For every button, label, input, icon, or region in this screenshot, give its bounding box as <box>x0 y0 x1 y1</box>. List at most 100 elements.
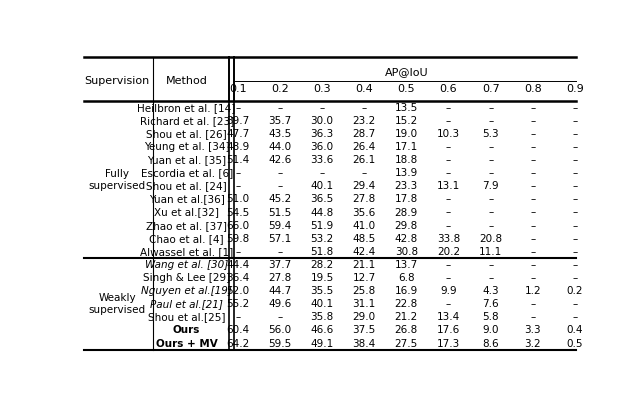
Text: 13.5: 13.5 <box>395 103 418 113</box>
Text: 23.3: 23.3 <box>395 181 418 191</box>
Text: –: – <box>572 155 578 165</box>
Text: 7.6: 7.6 <box>483 299 499 309</box>
Text: Yuan et al. [35]: Yuan et al. [35] <box>147 155 226 165</box>
Text: –: – <box>235 312 241 322</box>
Text: Wang et al. [30]: Wang et al. [30] <box>145 260 228 270</box>
Text: 51.4: 51.4 <box>226 155 250 165</box>
Text: 46.6: 46.6 <box>310 326 333 336</box>
Text: 22.8: 22.8 <box>395 299 418 309</box>
Text: 59.5: 59.5 <box>268 338 291 348</box>
Text: –: – <box>488 273 493 283</box>
Text: 27.8: 27.8 <box>268 273 291 283</box>
Text: 44.4: 44.4 <box>226 260 250 270</box>
Text: –: – <box>446 221 451 231</box>
Text: 3.3: 3.3 <box>525 326 541 336</box>
Text: 5.3: 5.3 <box>483 129 499 139</box>
Text: 9.0: 9.0 <box>483 326 499 336</box>
Text: –: – <box>235 247 241 257</box>
Text: 21.1: 21.1 <box>353 260 376 270</box>
Text: 17.8: 17.8 <box>395 194 418 205</box>
Text: –: – <box>277 247 282 257</box>
Text: –: – <box>319 168 324 178</box>
Text: –: – <box>488 194 493 205</box>
Text: 59.4: 59.4 <box>268 221 291 231</box>
Text: 26.8: 26.8 <box>395 326 418 336</box>
Text: 18.8: 18.8 <box>395 155 418 165</box>
Text: –: – <box>530 168 536 178</box>
Text: 31.1: 31.1 <box>353 299 376 309</box>
Text: Weakly
supervised: Weakly supervised <box>88 294 146 315</box>
Text: Ours: Ours <box>173 326 200 336</box>
Text: Ours + MV: Ours + MV <box>156 338 218 348</box>
Text: 0.7: 0.7 <box>482 84 500 94</box>
Text: 19.0: 19.0 <box>395 129 418 139</box>
Text: Escordia et al. [6]: Escordia et al. [6] <box>141 168 233 178</box>
Text: 48.5: 48.5 <box>353 234 376 244</box>
Text: –: – <box>446 299 451 309</box>
Text: 66.0: 66.0 <box>226 221 250 231</box>
Text: 4.3: 4.3 <box>483 286 499 296</box>
Text: –: – <box>277 103 282 113</box>
Text: 42.4: 42.4 <box>353 247 376 257</box>
Text: –: – <box>572 234 578 244</box>
Text: 3.2: 3.2 <box>525 338 541 348</box>
Text: –: – <box>488 103 493 113</box>
Text: –: – <box>572 208 578 218</box>
Text: –: – <box>530 273 536 283</box>
Text: Shou et al. [26]: Shou et al. [26] <box>147 129 227 139</box>
Text: 0.2: 0.2 <box>567 286 583 296</box>
Text: 26.1: 26.1 <box>353 155 376 165</box>
Text: 41.0: 41.0 <box>353 221 376 231</box>
Text: –: – <box>446 260 451 270</box>
Text: 17.3: 17.3 <box>437 338 460 348</box>
Text: –: – <box>277 181 282 191</box>
Text: 36.4: 36.4 <box>226 273 250 283</box>
Text: –: – <box>362 103 367 113</box>
Text: –: – <box>446 103 451 113</box>
Text: –: – <box>572 168 578 178</box>
Text: 49.6: 49.6 <box>268 299 291 309</box>
Text: 30.0: 30.0 <box>310 116 333 126</box>
Text: –: – <box>446 142 451 152</box>
Text: –: – <box>446 194 451 205</box>
Text: 10.3: 10.3 <box>437 129 460 139</box>
Text: –: – <box>235 168 241 178</box>
Text: 28.9: 28.9 <box>395 208 418 218</box>
Text: Supervision: Supervision <box>84 75 150 85</box>
Text: 48.9: 48.9 <box>226 142 250 152</box>
Text: AP@IoU: AP@IoU <box>385 67 428 77</box>
Text: 27.5: 27.5 <box>395 338 418 348</box>
Text: 19.5: 19.5 <box>310 273 333 283</box>
Text: 40.1: 40.1 <box>310 181 333 191</box>
Text: 9.9: 9.9 <box>440 286 457 296</box>
Text: 29.4: 29.4 <box>353 181 376 191</box>
Text: 0.4: 0.4 <box>567 326 583 336</box>
Text: Shou et al. [24]: Shou et al. [24] <box>147 181 227 191</box>
Text: 13.1: 13.1 <box>437 181 460 191</box>
Text: 25.8: 25.8 <box>353 286 376 296</box>
Text: 37.7: 37.7 <box>268 260 291 270</box>
Text: –: – <box>530 116 536 126</box>
Text: –: – <box>488 142 493 152</box>
Text: 29.0: 29.0 <box>353 312 376 322</box>
Text: 51.0: 51.0 <box>226 194 250 205</box>
Text: –: – <box>530 312 536 322</box>
Text: 42.8: 42.8 <box>395 234 418 244</box>
Text: 55.2: 55.2 <box>226 299 250 309</box>
Text: 1.2: 1.2 <box>525 286 541 296</box>
Text: 13.9: 13.9 <box>395 168 418 178</box>
Text: 17.1: 17.1 <box>395 142 418 152</box>
Text: 0.5: 0.5 <box>567 338 583 348</box>
Text: 44.8: 44.8 <box>310 208 333 218</box>
Text: –: – <box>488 155 493 165</box>
Text: Singh & Lee [29]: Singh & Lee [29] <box>143 273 230 283</box>
Text: Xu et al.[32]: Xu et al.[32] <box>154 208 219 218</box>
Text: 13.7: 13.7 <box>395 260 418 270</box>
Text: –: – <box>572 299 578 309</box>
Text: –: – <box>530 155 536 165</box>
Text: –: – <box>572 129 578 139</box>
Text: 47.7: 47.7 <box>226 129 250 139</box>
Text: 0.8: 0.8 <box>524 84 541 94</box>
Text: 40.1: 40.1 <box>310 299 333 309</box>
Text: 7.9: 7.9 <box>483 181 499 191</box>
